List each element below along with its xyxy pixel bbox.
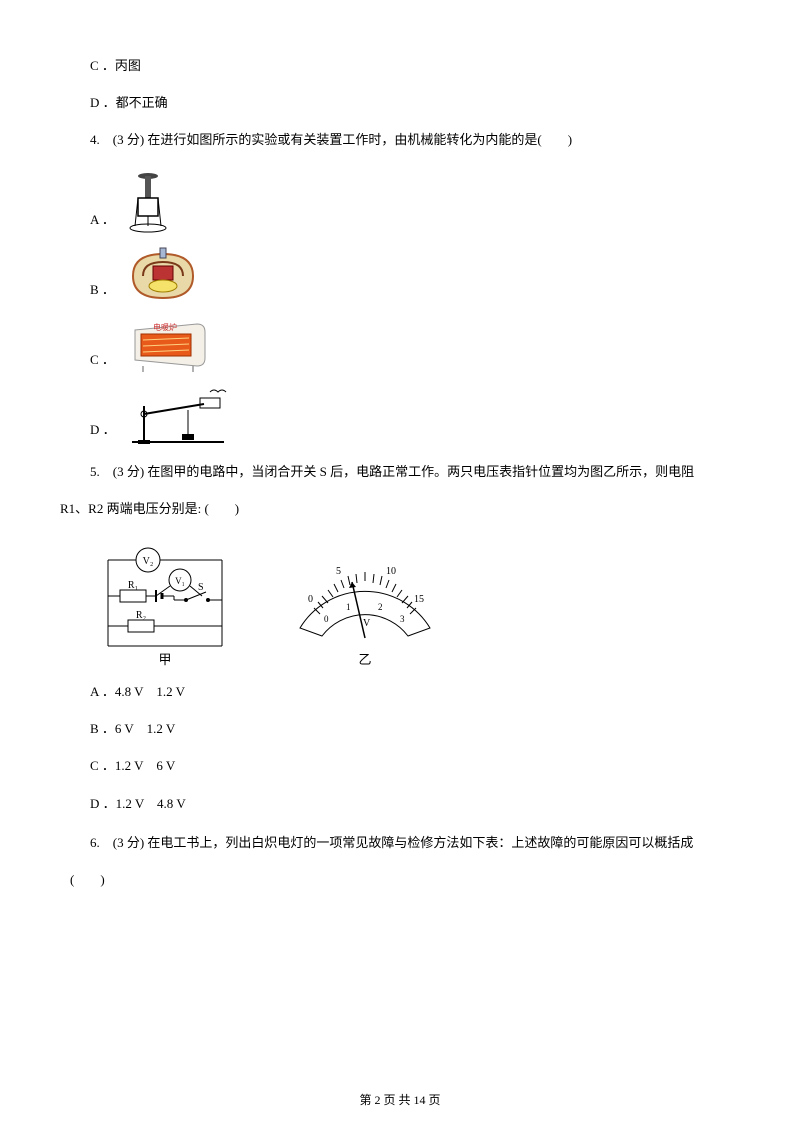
q4-fig-c-icon: 电暖炉	[123, 316, 213, 376]
q6-stem-line1: 6. (3 分) 在电工书上，列出白炽电灯的一项常见故障与检修方法如下表：上述故…	[90, 827, 730, 858]
q5-fig-b-caption: 乙	[358, 652, 371, 667]
q4-stem: 4. (3 分) 在进行如图所示的实验或有关装置工作时，由机械能转化为内能的是(…	[90, 124, 730, 155]
q4-fig-a-icon	[123, 166, 173, 236]
meter-big-10: 10	[386, 566, 396, 577]
q4-fig-d-icon	[124, 386, 234, 446]
v2-label: V₂	[143, 556, 154, 567]
meter-big-5: 5	[336, 566, 341, 577]
meter-big-0: 0	[308, 594, 313, 605]
q5-stem-line1: 5. (3 分) 在图甲的电路中，当闭合开关 S 后，电路正常工作。两只电压表指…	[90, 456, 730, 487]
meter-small-0: 0	[324, 614, 329, 624]
q4-option-c-label: C ．	[90, 344, 115, 375]
meter-small-3: 3	[400, 614, 405, 624]
q5-option-b[interactable]: B ．6 V 1.2 V	[90, 713, 730, 744]
r1-label: R₁	[128, 580, 138, 591]
v1-label: V₁	[175, 576, 185, 586]
meter-small-2: 2	[378, 602, 383, 612]
q5-stem-line2: R1、R2 两端电压分别是: ( )	[70, 493, 730, 524]
r2-label: R₂	[136, 610, 146, 621]
heater-label: 电暖炉	[153, 322, 177, 332]
q5-option-a[interactable]: A ．4.8 V 1.2 V	[90, 676, 730, 707]
q4-option-d[interactable]: D ．	[90, 386, 730, 446]
q5-fig-a-caption: 甲	[158, 652, 171, 667]
q6-stem-line2: ( )	[70, 864, 730, 895]
q4-option-b-label: B ．	[90, 274, 115, 305]
q3-option-c[interactable]: C ．丙图	[90, 50, 730, 81]
page-footer: 第 2 页 共 14 页	[0, 1091, 800, 1108]
q5-option-c[interactable]: C ．1.2 V 6 V	[90, 750, 730, 781]
q4-option-a-label: A ．	[90, 204, 115, 235]
q5-fig-circuit: V₂ R₁ V₁	[90, 538, 240, 668]
meter-unit: V	[363, 618, 371, 629]
q4-fig-b-icon	[123, 246, 203, 306]
q5-option-d[interactable]: D ．1.2 V 4.8 V	[90, 788, 730, 819]
q4-option-c[interactable]: C ． 电暖炉	[90, 316, 730, 376]
s-label: S	[198, 582, 204, 593]
q4-option-a[interactable]: A ．	[90, 166, 730, 236]
meter-big-15: 15	[414, 594, 424, 605]
q5-fig-meter: 0 5 10 15 0 1 2 3 V 乙	[280, 538, 450, 668]
q4-option-d-label: D ．	[90, 414, 116, 445]
q3-option-d[interactable]: D ．都不正确	[90, 87, 730, 118]
meter-small-1: 1	[346, 602, 351, 612]
q4-option-b[interactable]: B ．	[90, 246, 730, 306]
